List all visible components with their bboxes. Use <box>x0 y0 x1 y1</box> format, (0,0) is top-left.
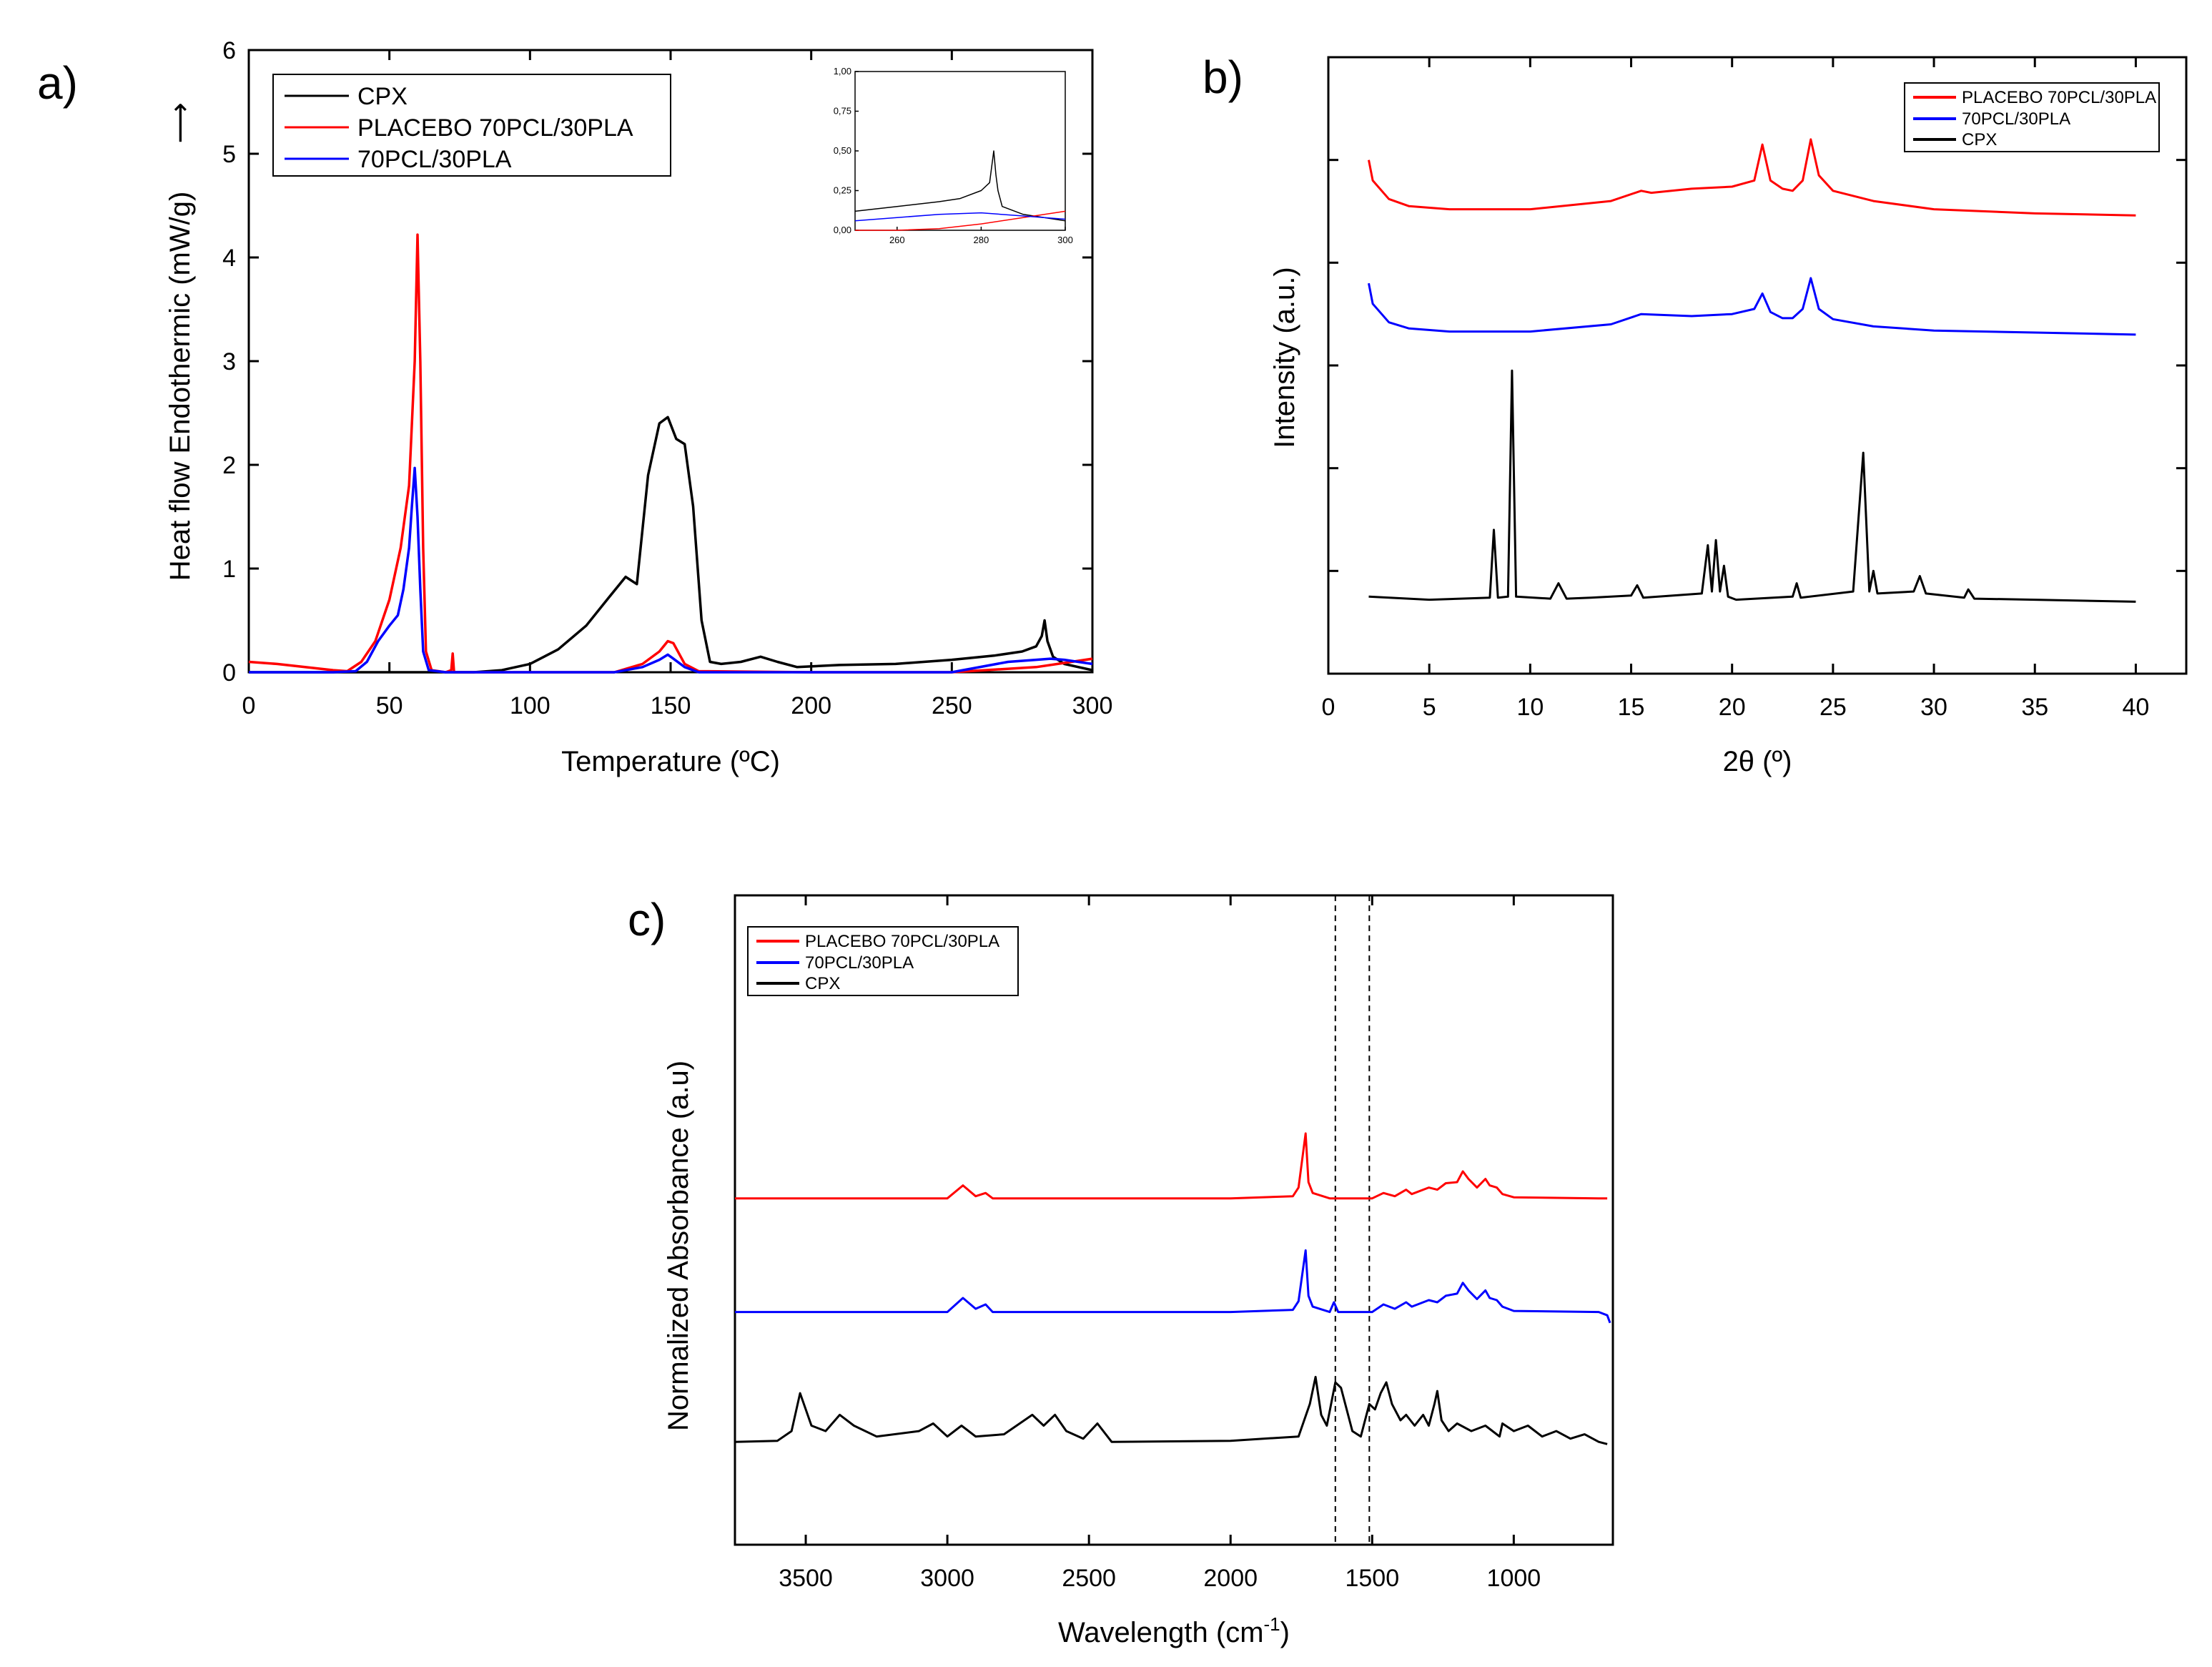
panel-b-xtick-label: 35 <box>2021 694 2048 721</box>
panel-a-xtick-label: 0 <box>242 692 256 719</box>
panel-b-xtick-label: 0 <box>1322 694 1335 721</box>
panel-c-xtick-label: 2000 <box>1203 1565 1258 1592</box>
panel-a-ytick-label: 2 <box>222 452 236 479</box>
panel-c-series-cpx <box>734 1375 1608 1445</box>
panel-a-xtick-label: 200 <box>791 692 831 719</box>
panel-a-xtick-label: 250 <box>932 692 972 719</box>
panel-b-ticks: 0 5 10 15 20 25 30 35 40 <box>1322 57 2186 721</box>
legend-c-label-placebo: PLACEBO 70PCL/30PLA <box>805 932 999 951</box>
panel-a-ytick-label: 0 <box>222 659 236 687</box>
legend-b-label-placebo: PLACEBO 70PCL/30PLA <box>1962 88 2156 107</box>
panel-c-xlabel: Wavelength (cm-1) <box>1058 1613 1290 1648</box>
panel-b-legend: PLACEBO 70PCL/30PLA 70PCL/30PLA CPX <box>1904 82 2160 152</box>
panel-c-series-70pcl-30pla <box>735 1249 1611 1324</box>
panel-c: c) 3500 3000 2500 2000 1500 1000 Wavelength (… <box>628 894 1614 1648</box>
panel-c-series-placebo-70pcl-30pla <box>735 1132 1608 1200</box>
inset-xtick-label: 260 <box>889 235 905 245</box>
inset-ytick-label: 0,75 <box>834 106 851 117</box>
panel-a-ylabel: Heat flow Endothermic (mW/g) <box>164 192 196 581</box>
panel-a-inset-series-70pcl-30pla <box>854 212 1066 222</box>
panel-a: a) 0 50 100 150 200 250 300 0 1 2 3 4 5 6 Temperature… <box>37 37 1112 777</box>
panel-c-xtick-label: 1500 <box>1345 1565 1399 1592</box>
panel-c-xlabel-sup: -1 <box>1264 1613 1280 1635</box>
panel-b-xtick-label: 40 <box>2122 694 2149 721</box>
panel-b-series <box>1368 138 2136 603</box>
panel-b-ylabel: Intensity (a.u.) <box>1269 267 1300 448</box>
panel-a-inset-ticks: 260 280 300 0,00 0,25 0,50 0,75 1,00 <box>834 66 1073 245</box>
panel-a-xtick-label: 100 <box>510 692 550 719</box>
panel-b: b) 0 5 10 15 20 25 30 35 40 2θ (º) Intensity (a.… <box>1203 51 2188 777</box>
panel-a-xlabel: Temperature (ºC) <box>561 746 780 777</box>
panel-a-ytick-label: 1 <box>222 556 236 583</box>
inset-ytick-label: 0,00 <box>834 225 851 235</box>
legend-c-label-cpx: CPX <box>805 974 840 993</box>
panel-c-xlabel-main: Wavelength (cm <box>1058 1617 1264 1648</box>
panel-b-xtick-label: 25 <box>1820 694 1847 721</box>
panel-a-label: a) <box>37 57 78 109</box>
inset-ytick-label: 0,50 <box>834 145 851 156</box>
panel-c-series <box>734 1132 1611 1445</box>
panel-b-series-placebo-70pcl-30pla <box>1368 138 2136 217</box>
panel-b-xtick-label: 30 <box>1920 694 1947 721</box>
panel-c-xtick-label: 2500 <box>1062 1565 1116 1592</box>
legend-a-label-placebo: PLACEBO 70PCL/30PLA <box>357 114 633 142</box>
panel-c-ticks: 3500 3000 2500 2000 1500 1000 <box>779 895 1541 1592</box>
panel-b-xlabel: 2θ (º) <box>1723 746 1792 777</box>
panel-c-xtick-label: 3000 <box>920 1565 974 1592</box>
panel-a-inset-frame <box>854 71 1066 231</box>
panel-a-xtick-label: 150 <box>651 692 691 719</box>
panel-b-label: b) <box>1203 51 1243 103</box>
legend-b-label-cpx: CPX <box>1962 130 1997 149</box>
panel-b-xtick-label: 10 <box>1516 694 1544 721</box>
legend-a-label-70pcl: 70PCL/30PLA <box>357 146 512 173</box>
panel-a-inset-series <box>854 150 1066 231</box>
panel-c-dashed-lines <box>1334 895 1371 1545</box>
panel-a-series-placebo-70pcl-30pla <box>248 233 1093 674</box>
panel-a-inset: 260 280 300 0,00 0,25 0,50 0,75 1,00 <box>834 66 1073 245</box>
panel-a-ytick-label: 3 <box>222 348 236 375</box>
legend-b-label-70pcl: 70PCL/30PLA <box>1962 109 2070 129</box>
panel-a-xtick-label: 50 <box>376 692 403 719</box>
panel-c-frame <box>734 894 1614 1546</box>
panel-a-series <box>248 233 1093 674</box>
panel-a-series-70pcl-30pla <box>249 466 1093 674</box>
legend-a-label-cpx: CPX <box>357 83 408 110</box>
inset-xtick-label: 300 <box>1057 235 1073 245</box>
panel-c-xlabel-end: ) <box>1280 1617 1290 1648</box>
inset-xtick-label: 280 <box>974 235 989 245</box>
panel-c-xtick-label: 3500 <box>779 1565 833 1592</box>
panel-b-series-70pcl-30pla <box>1368 277 2136 336</box>
panel-a-ticks: 0 50 100 150 200 250 300 0 1 2 3 4 5 6 <box>222 37 1112 719</box>
panel-c-legend: PLACEBO 70PCL/30PLA 70PCL/30PLA CPX <box>747 926 1019 996</box>
panel-a-ytick-label: 4 <box>222 245 236 272</box>
panel-b-series-cpx <box>1368 369 2136 603</box>
inset-ytick-label: 0,25 <box>834 185 851 196</box>
panel-c-ylabel: Normalized Absorbance (a.u) <box>663 1061 694 1431</box>
panel-b-xtick-label: 20 <box>1719 694 1746 721</box>
panel-a-ytick-label: 5 <box>222 141 236 168</box>
panel-a-ylabel-arrow: ⟶ <box>164 102 196 143</box>
panel-b-xtick-label: 15 <box>1618 694 1645 721</box>
panel-b-xtick-label: 5 <box>1423 694 1436 721</box>
panel-a-inset-series-cpx <box>854 150 1066 222</box>
inset-ytick-label: 1,00 <box>834 66 851 77</box>
panel-c-label: c) <box>628 894 666 945</box>
panel-a-series-cpx <box>249 415 1093 674</box>
panel-a-legend: CPX PLACEBO 70PCL/30PLA 70PCL/30PLA <box>272 74 671 177</box>
panel-a-ytick-label: 6 <box>222 37 236 64</box>
panel-a-xtick-label: 300 <box>1072 692 1113 719</box>
panel-c-xtick-label: 1000 <box>1487 1565 1541 1592</box>
legend-c-label-70pcl: 70PCL/30PLA <box>805 953 914 973</box>
